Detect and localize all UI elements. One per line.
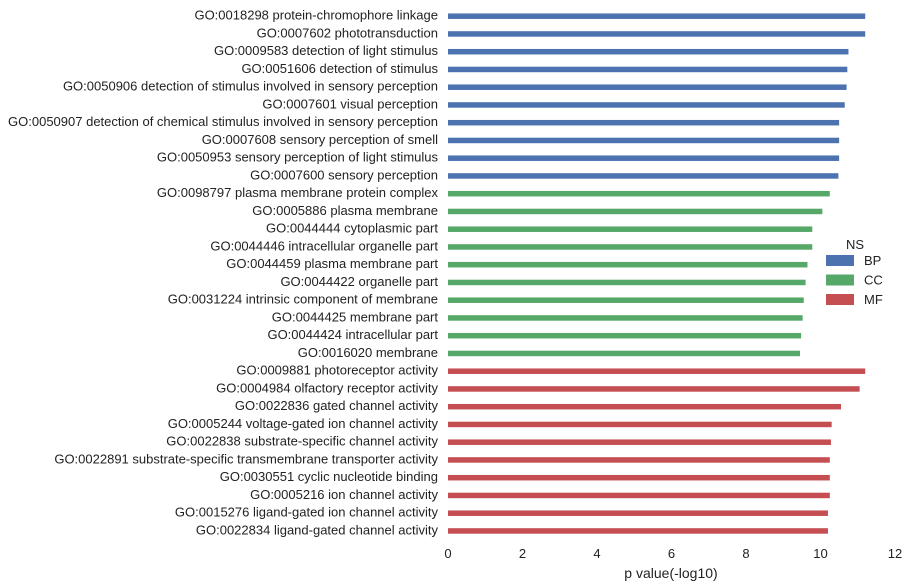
category-label: GO:0044444 cytoplasmic part: [266, 221, 438, 236]
category-label: GO:0022891 substrate-specific transmembr…: [54, 451, 438, 466]
x-axis: 0 2 4 6 8 10 12: [444, 546, 902, 561]
x-tick-label: 10: [813, 546, 827, 561]
bar-cc: [448, 332, 802, 339]
bar-bp: [448, 137, 840, 144]
legend-swatch-bp: [826, 255, 854, 266]
legend-title: NS: [846, 237, 864, 252]
category-label: GO:0007600 sensory perception: [250, 167, 438, 182]
category-label: GO:0022836 gated channel activity: [235, 398, 439, 413]
category-label: GO:0015276 ligand-gated ion channel acti…: [175, 505, 439, 520]
category-label: GO:0044422 organelle part: [280, 274, 438, 289]
bar-cc: [448, 208, 823, 215]
x-tick-label: 0: [444, 546, 451, 561]
bar-cc: [448, 315, 803, 321]
x-axis-title: p value(-log10): [624, 565, 717, 581]
bar-cc: [448, 279, 806, 286]
x-tick-label: 8: [742, 546, 749, 561]
bar-mf: [448, 492, 830, 499]
bar-mf: [448, 439, 831, 445]
category-label: GO:0098797 plasma membrane protein compl…: [157, 185, 439, 200]
legend-swatch-cc: [826, 274, 854, 286]
category-label: GO:0022838 substrate-specific channel ac…: [166, 434, 438, 449]
bar-cc: [448, 190, 830, 197]
x-tick-label: 12: [888, 546, 902, 561]
bars-layer: [448, 13, 866, 534]
category-label: GO:0005244 voltage-gated ion channel act…: [168, 416, 439, 431]
bar-cc: [448, 261, 808, 268]
category-label: GO:0016020 membrane: [298, 345, 438, 360]
category-label: GO:0031224 intrinsic component of membra…: [168, 292, 438, 307]
category-label: GO:0007601 visual perception: [262, 96, 438, 111]
bar-cc: [448, 244, 813, 250]
legend: NS BP CC MF: [826, 237, 883, 307]
category-label: GO:0044446 intracellular organelle part: [210, 238, 438, 253]
bar-bp: [448, 173, 839, 179]
bar-mf: [448, 386, 860, 392]
bar-bp: [448, 84, 847, 90]
category-label: GO:0004984 olfactory receptor activity: [216, 380, 438, 395]
category-label: GO:0005886 plasma membrane: [252, 203, 438, 218]
bar-cc: [448, 350, 801, 357]
bar-mf: [448, 457, 830, 463]
category-label: GO:0018298 protein-chromophore linkage: [194, 8, 438, 23]
category-label: GO:0044425 membrane part: [272, 309, 439, 324]
bar-bp: [448, 13, 866, 19]
category-label: GO:0022834 ligand-gated channel activity: [196, 522, 439, 537]
category-label: GO:0050906 detection of stimulus involve…: [63, 79, 438, 94]
category-label: GO:0044459 plasma membrane part: [226, 256, 438, 271]
bar-mf: [448, 528, 828, 534]
x-tick-label: 2: [519, 546, 526, 561]
bar-mf: [448, 474, 830, 481]
category-label: GO:0007608 sensory perception of smell: [202, 132, 438, 147]
bar-bp: [448, 31, 866, 37]
bar-mf: [448, 421, 832, 428]
bar-mf: [448, 510, 828, 516]
legend-swatch-mf: [826, 294, 854, 305]
category-label: GO:0009881 photoreceptor activity: [236, 363, 438, 378]
bar-mf: [448, 403, 841, 410]
category-label: GO:0030551 cyclic nucleotide binding: [220, 469, 438, 484]
category-label: GO:0050953 sensory perception of light s…: [157, 150, 439, 165]
bar-bp: [448, 155, 840, 161]
category-label: GO:0007602 phototransduction: [257, 25, 438, 40]
category-label: GO:0050907 detection of chemical stimulu…: [8, 114, 438, 129]
legend-label-cc: CC: [864, 273, 883, 288]
bar-bp: [448, 102, 845, 108]
category-label: GO:0005216 ion channel activity: [250, 487, 438, 502]
category-label: GO:0051606 detection of stimulus: [241, 61, 438, 76]
category-label: GO:0009583 detection of light stimulus: [214, 43, 439, 58]
bar-cc: [448, 226, 813, 232]
x-tick-label: 4: [593, 546, 600, 561]
bar-mf: [448, 368, 866, 374]
category-labels: GO:0018298 protein-chromophore linkage GO…: [8, 8, 438, 538]
bar-bp: [448, 66, 848, 73]
x-tick-label: 6: [668, 546, 675, 561]
bar-cc: [448, 297, 804, 303]
category-label: GO:0044424 intracellular part: [267, 327, 438, 342]
legend-label-bp: BP: [864, 253, 881, 268]
bar-bp: [448, 119, 840, 126]
legend-label-mf: MF: [864, 292, 883, 307]
bar-bp: [448, 48, 849, 55]
